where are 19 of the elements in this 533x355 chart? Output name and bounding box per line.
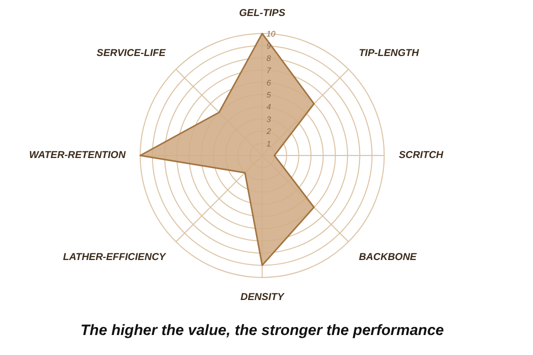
y-tick-label: 3 <box>266 114 272 124</box>
y-tick-label: 5 <box>266 90 272 100</box>
y-tick-label: 8 <box>266 54 272 63</box>
spoke-label: LATHER-EFFICIENCY <box>62 252 167 264</box>
text: The higher the value, the stronger the performance <box>80 322 444 339</box>
y-tick-label: 2 <box>265 127 272 136</box>
spoke-label: SCRITCH <box>398 150 444 161</box>
y-tick-label: 1 <box>266 139 271 148</box>
spoke-label: DENSITY <box>240 292 286 304</box>
spoke-label: TIP-LENGTH <box>358 48 420 59</box>
spoke-label: GEL-TIPS <box>239 8 286 19</box>
spoke-label: WATER-RETENTION <box>29 150 126 161</box>
y-tick-label: 7 <box>266 66 272 76</box>
y-tick-label: 9 <box>266 42 272 51</box>
spoke-label: BACKBONE <box>358 252 417 264</box>
y-tick-label: 4 <box>266 102 272 112</box>
y-tick-label: 6 <box>266 78 272 88</box>
y-tick-label: 10 <box>266 30 276 38</box>
spoke-label: SERVICE-LIFE <box>96 48 166 59</box>
